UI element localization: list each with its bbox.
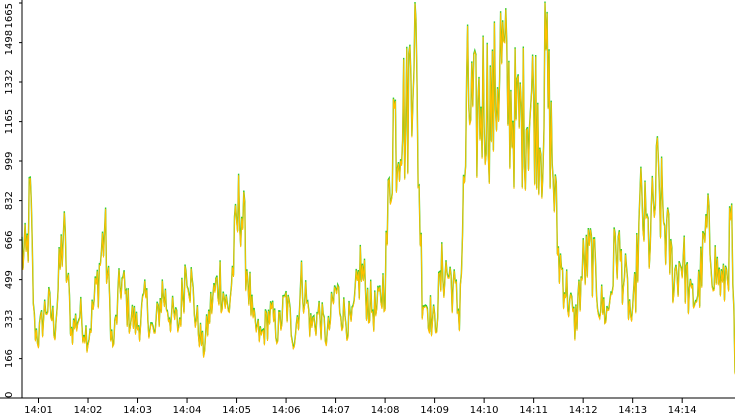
y-tick-label: 1165: [4, 109, 15, 134]
y-tick-label: 333: [4, 309, 15, 328]
x-tick-label: 14:11: [519, 405, 548, 415]
y-tick-label: 499: [4, 270, 15, 289]
x-tick-label: 14:05: [222, 405, 251, 415]
x-tick-label: 14:01: [24, 405, 53, 415]
y-tick-label: 1665: [4, 3, 15, 28]
y-tick-label: 166: [4, 349, 15, 368]
y-tick-label: 999: [4, 151, 15, 170]
x-axis-ticks: 14:01 14:02 14:03 14:04 14:05 14:06 14:07 14:08…: [24, 398, 697, 415]
x-tick-label: 14:13: [618, 405, 647, 415]
x-tick-label: 14:10: [470, 405, 499, 415]
x-tick-label: 14:07: [321, 405, 350, 415]
y-tick-label: 1498: [4, 30, 15, 55]
x-tick-label: 14:03: [123, 405, 152, 415]
series-line: [21, 2, 735, 375]
series-layer: [21, 1, 735, 375]
y-tick-label: 0: [4, 392, 15, 398]
y-tick-label: 1332: [4, 69, 15, 94]
x-tick-label: 14:14: [668, 405, 697, 415]
x-tick-label: 14:04: [173, 405, 202, 415]
x-tick-label: 14:09: [420, 405, 449, 415]
x-tick-label: 14:06: [272, 405, 301, 415]
x-tick-label: 14:08: [371, 405, 400, 415]
x-tick-label: 14:12: [569, 405, 598, 415]
y-tick-label: 666: [4, 230, 15, 249]
y-axis-ticks: 0 166 333 499 666 832 999 1165 1332 1498 1665: [4, 2, 22, 399]
y-tick-label: 832: [4, 191, 15, 210]
x-tick-label: 14:02: [74, 405, 103, 415]
